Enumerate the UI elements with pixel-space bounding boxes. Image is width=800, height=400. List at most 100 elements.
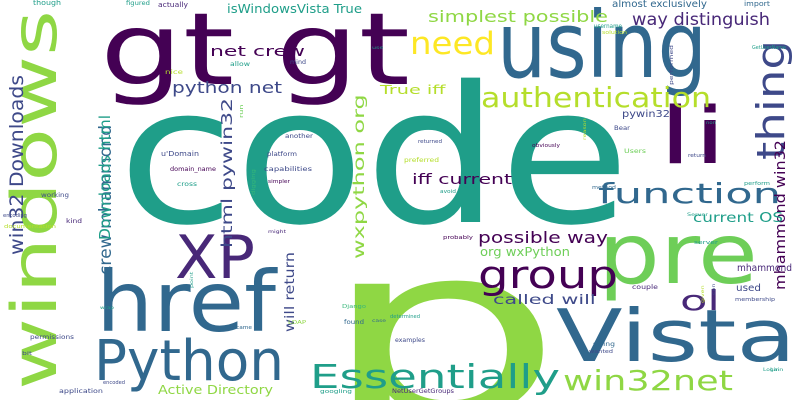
word-cloud-term: using bbox=[497, 0, 707, 99]
word-cloud-term: returned bbox=[418, 139, 442, 145]
word-cloud-term: couple bbox=[632, 284, 658, 291]
word-cloud-term: current OS bbox=[693, 211, 783, 226]
word-cloud-term: Python bbox=[94, 329, 284, 394]
word-cloud-term: server bbox=[694, 240, 718, 246]
word-cloud-term: isWindowsVista True bbox=[227, 2, 362, 16]
word-cloud-term: Django bbox=[342, 304, 366, 310]
word-cloud-term: Active Directory bbox=[158, 383, 273, 397]
word-cloud-term: win32net bbox=[563, 364, 733, 397]
word-cloud-term: org wxPython bbox=[480, 245, 570, 259]
word-cloud-term: preferred bbox=[404, 157, 439, 164]
word-cloud-term: wxpython org bbox=[350, 94, 368, 259]
word-cloud-term: import bbox=[744, 0, 770, 8]
word-cloud-term: permissions bbox=[30, 334, 74, 341]
word-cloud-term: encoded bbox=[103, 380, 125, 386]
word-cloud-term: came bbox=[236, 325, 252, 331]
word-cloud-term: True iff bbox=[380, 83, 446, 97]
word-cloud-term: LDAP bbox=[288, 320, 306, 326]
word-cloud-term: application bbox=[59, 388, 103, 395]
word-cloud-term: Downloads html bbox=[96, 115, 114, 240]
word-cloud-term: XP bbox=[175, 223, 255, 293]
word-cloud-term: performed bbox=[669, 45, 675, 85]
word-cloud-term: capabilities bbox=[264, 166, 312, 173]
word-cloud-term: avoid bbox=[440, 189, 456, 195]
word-cloud-term: run bbox=[239, 104, 245, 118]
word-cloud-term: working bbox=[41, 192, 69, 199]
word-cloud-term: href bbox=[96, 253, 276, 351]
word-cloud-term: platform bbox=[267, 151, 297, 158]
word-cloud-term: might bbox=[268, 229, 286, 234]
word-cloud-term: simplest possible bbox=[428, 7, 608, 26]
word-cloud-term: iff current bbox=[412, 172, 512, 188]
word-cloud-term: bit bbox=[22, 351, 32, 357]
word-cloud-term: nice bbox=[165, 69, 183, 76]
word-cloud-term: though bbox=[33, 0, 61, 7]
word-cloud-term: python net bbox=[172, 78, 282, 97]
word-cloud-term: kind bbox=[66, 218, 82, 225]
word-cloud-term: gt gt bbox=[100, 0, 410, 108]
word-cloud-term: non bbox=[706, 120, 716, 125]
word-cloud-term: use bbox=[372, 45, 384, 50]
word-cloud-term: wrap bbox=[100, 305, 114, 310]
word-cloud-term: probably bbox=[443, 235, 473, 241]
word-cloud-term: mhammond bbox=[737, 263, 792, 274]
word-cloud-term: allow bbox=[230, 61, 250, 68]
word-cloud-term: determined bbox=[390, 314, 420, 320]
word-cloud-term: encoding bbox=[3, 213, 27, 219]
word-cloud-term: u'Domain bbox=[161, 150, 199, 158]
word-cloud-term: Bear bbox=[614, 125, 630, 132]
word-cloud-term: reason bbox=[582, 118, 587, 140]
word-cloud-term: group bbox=[478, 253, 618, 297]
word-cloud-term: ol bbox=[680, 284, 720, 317]
word-cloud-term: Server bbox=[687, 212, 708, 217]
word-cloud-term: case bbox=[372, 318, 386, 323]
word-cloud-term: solution bbox=[602, 30, 627, 36]
word-cloud-term: Lain bbox=[770, 367, 784, 372]
word-cloud-term: examples bbox=[395, 337, 425, 344]
word-cloud-term: method bbox=[592, 185, 616, 191]
word-cloud-term: obviously bbox=[532, 143, 560, 149]
word-cloud-term: googling bbox=[320, 389, 352, 395]
word-cloud-term: domain_name bbox=[170, 166, 216, 173]
word-cloud-term: mind bbox=[290, 59, 306, 66]
word-cloud-term: possible way bbox=[478, 228, 608, 247]
word-cloud-term: simpler bbox=[268, 179, 290, 185]
word-cloud-term: point bbox=[189, 271, 194, 288]
word-cloud-term: digging bbox=[251, 169, 257, 195]
word-cloud-term: Users bbox=[624, 148, 646, 155]
word-cloud-term: called will bbox=[493, 293, 596, 308]
word-cloud-term: pywin32 bbox=[622, 109, 670, 120]
word-cloud-term: way distinguish bbox=[632, 10, 770, 30]
word-cloud-term: return bbox=[688, 153, 706, 159]
word-cloud-term: used bbox=[736, 283, 761, 294]
word-cloud-term: Essentially bbox=[310, 357, 560, 396]
word-cloud-term: NetUserGetGroups bbox=[392, 388, 454, 395]
word-cloud-term: Login bbox=[763, 367, 779, 372]
word-cloud-term: membership bbox=[735, 297, 775, 303]
word-cloud-term: wanted bbox=[589, 349, 613, 355]
word-cloud-term: li bbox=[658, 92, 728, 182]
word-cloud-term: documentation bbox=[4, 224, 56, 230]
word-cloud-term: pre bbox=[598, 205, 758, 303]
word-cloud-term: need bbox=[410, 26, 495, 62]
word-cloud-term: net crew bbox=[210, 44, 305, 60]
word-cloud-term: string bbox=[593, 341, 615, 348]
word-cloud-term: function bbox=[598, 177, 782, 210]
word-cloud-term: figured bbox=[126, 0, 150, 7]
word-cloud-term: almost exclusively bbox=[612, 0, 707, 10]
word-cloud-term: username bbox=[594, 23, 622, 30]
word-cloud-term: Vista bbox=[556, 294, 796, 378]
word-cloud-term: cross bbox=[177, 181, 197, 188]
word-cloud-term: code bbox=[118, 46, 630, 267]
word-cloud-term: con bbox=[711, 283, 716, 296]
word-cloud-term: found bbox=[344, 319, 364, 326]
word-cloud-term: perform bbox=[744, 181, 770, 187]
word-cloud-term: authentication bbox=[481, 81, 711, 114]
word-cloud-term: GetUserName bbox=[752, 45, 786, 51]
word-cloud-term: given bbox=[700, 285, 705, 303]
word-cloud-term: actually bbox=[158, 1, 188, 9]
word-cloud-term: html pywin32 bbox=[218, 98, 236, 248]
word-cloud-term: p bbox=[320, 192, 564, 400]
word-cloud-term: another bbox=[285, 133, 313, 140]
